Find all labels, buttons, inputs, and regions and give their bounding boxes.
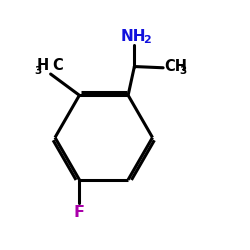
Text: 2: 2 bbox=[144, 35, 151, 45]
Text: H: H bbox=[37, 58, 50, 73]
Text: 3: 3 bbox=[179, 66, 186, 76]
Text: CH: CH bbox=[164, 59, 187, 74]
Text: 3: 3 bbox=[34, 66, 41, 76]
Text: F: F bbox=[74, 206, 85, 220]
Text: NH: NH bbox=[120, 29, 146, 44]
Text: C: C bbox=[52, 58, 63, 73]
